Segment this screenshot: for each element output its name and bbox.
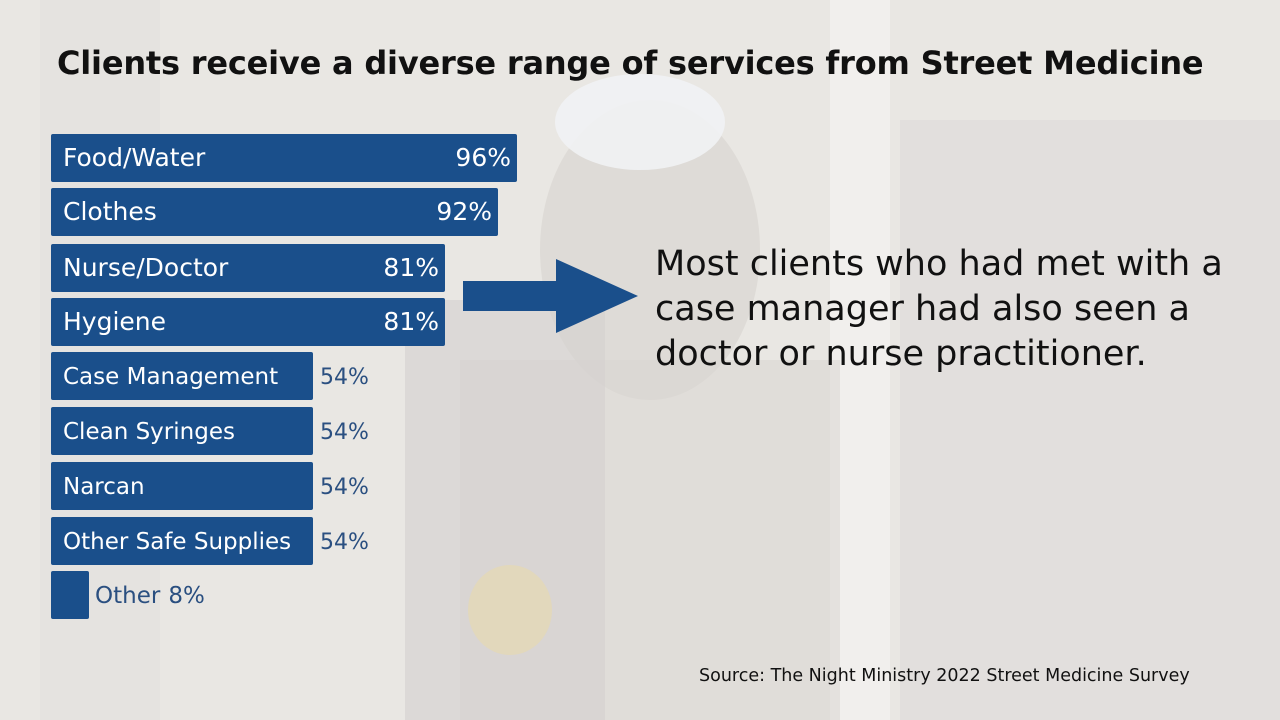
bar-narcan (51, 462, 313, 510)
bar-clothes (51, 188, 498, 236)
value-label: 96% (455, 143, 511, 172)
bar-other-safe-supplies (51, 517, 313, 565)
value-label: 54% (320, 530, 369, 555)
value-label: 81% (383, 307, 439, 336)
category-label: Hygiene (63, 307, 166, 336)
bars-group: Food/Water 96% Clothes 92% Nurse/Doctor 81% Hy… (51, 134, 517, 619)
value-label: 8% (168, 583, 205, 609)
callout-text: Most clients who had met with a case man… (655, 244, 1223, 374)
category-label: Other (95, 583, 161, 609)
category-label: Clean Syringes (63, 419, 235, 445)
bar-hygiene (51, 298, 445, 346)
bar-other (51, 571, 89, 619)
arrow-icon (463, 259, 638, 333)
category-label: Other Safe Supplies (63, 529, 291, 555)
category-label: Nurse/Doctor (63, 253, 229, 282)
bar-food-water (51, 134, 517, 182)
value-label: 92% (436, 197, 492, 226)
category-label: Narcan (63, 474, 145, 500)
value-label: 54% (320, 420, 369, 445)
value-label: 81% (383, 253, 439, 282)
bar-case-management (51, 352, 313, 400)
category-label: Food/Water (63, 143, 206, 172)
value-label: 54% (320, 365, 369, 390)
source-note: Source: The Night Ministry 2022 Street M… (699, 666, 1190, 686)
page-title: Clients receive a diverse range of servi… (57, 44, 1204, 82)
bar-nurse-doctor (51, 244, 445, 292)
category-label: Clothes (63, 197, 157, 226)
value-label: 54% (320, 475, 369, 500)
bar-clean-syringes (51, 407, 313, 455)
category-label: Case Management (63, 364, 278, 390)
